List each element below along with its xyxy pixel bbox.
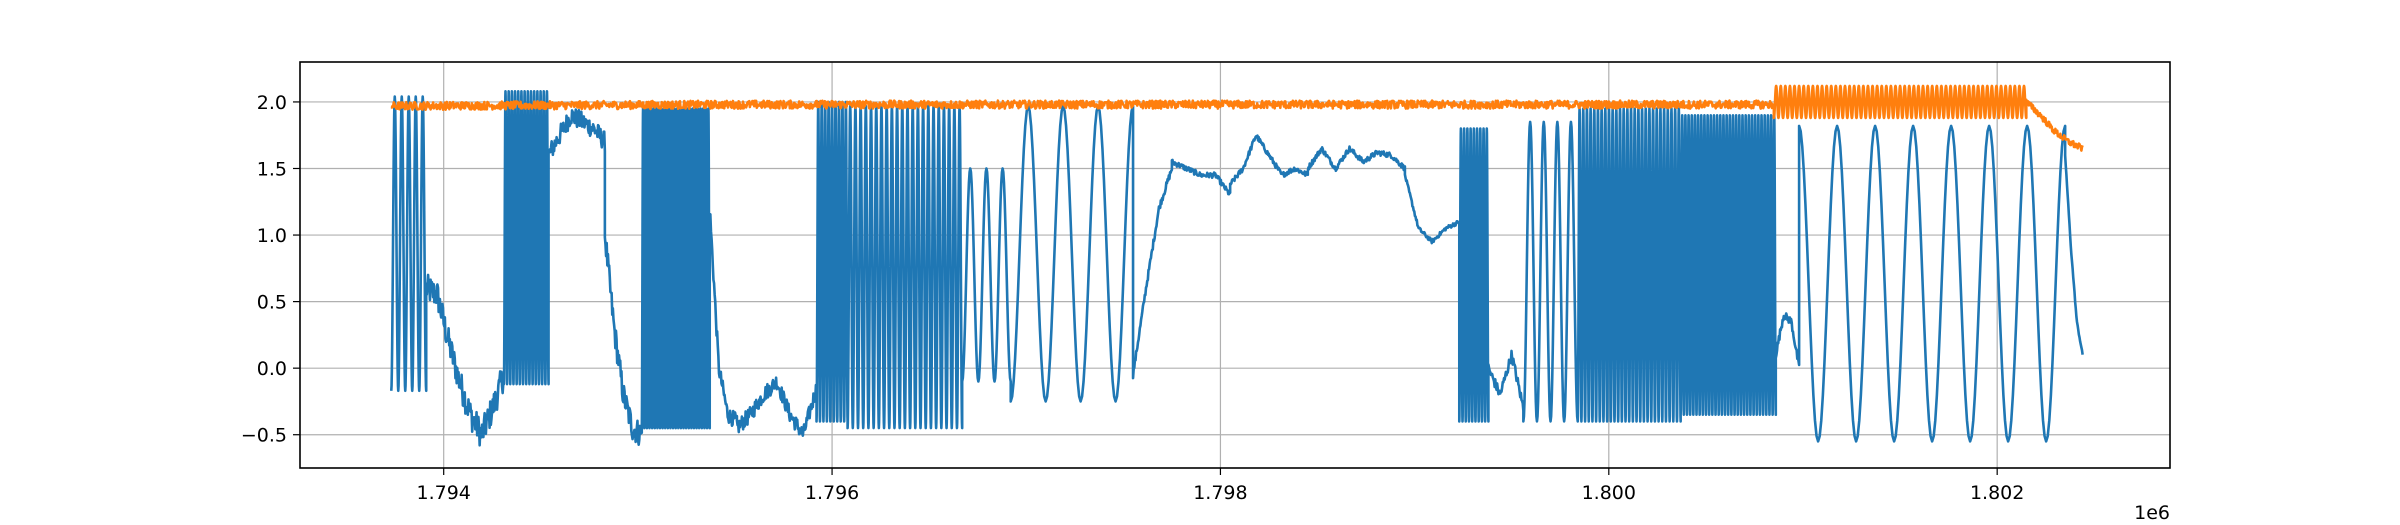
y-tick-label: 2.0 bbox=[257, 92, 287, 114]
x-tick-label: 1.794 bbox=[416, 482, 470, 504]
series-line-2 bbox=[390, 84, 2084, 152]
y-tick-label: −0.5 bbox=[241, 425, 287, 447]
y-tick-label: 1.0 bbox=[257, 225, 287, 247]
plot-frame bbox=[299, 61, 2171, 469]
series-line-1 bbox=[389, 89, 2084, 447]
x-axis-offset-label: 1e6 bbox=[2134, 502, 2170, 524]
x-axis: 1.794 1.796 1.798 1.800 1.802 bbox=[416, 468, 2024, 504]
x-tick-label: 1.800 bbox=[1582, 482, 1636, 504]
y-tick-label: 1.5 bbox=[257, 158, 287, 180]
y-tick-label: 0.5 bbox=[257, 292, 287, 314]
x-tick-label: 1.798 bbox=[1193, 482, 1247, 504]
y-tick-label: 0.0 bbox=[257, 358, 287, 380]
x-tick-label: 1.796 bbox=[805, 482, 859, 504]
y-axis: −0.5 0.0 0.5 1.0 1.5 2.0 bbox=[241, 92, 300, 447]
plot-series bbox=[389, 84, 2084, 447]
x-tick-label: 1.802 bbox=[1970, 482, 2024, 504]
